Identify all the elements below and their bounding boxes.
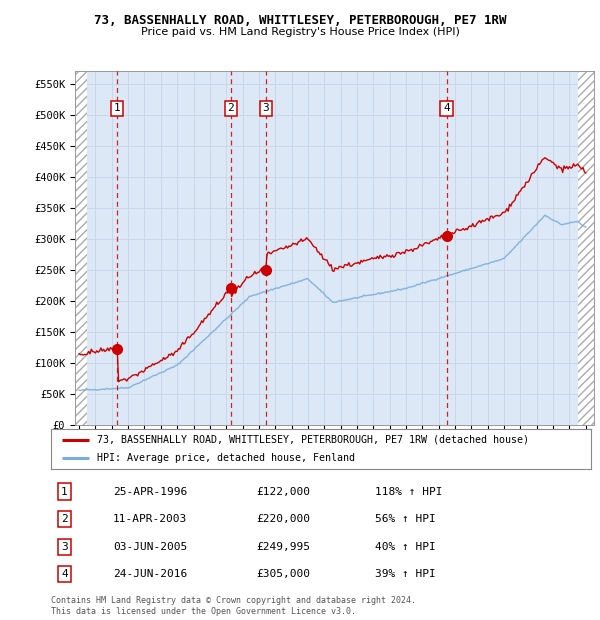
Text: 2: 2 [227,104,234,113]
Text: £249,995: £249,995 [256,542,310,552]
Text: £305,000: £305,000 [256,569,310,579]
Text: 24-JUN-2016: 24-JUN-2016 [113,569,187,579]
Text: 73, BASSENHALLY ROAD, WHITTLESEY, PETERBOROUGH, PE7 1RW: 73, BASSENHALLY ROAD, WHITTLESEY, PETERB… [94,14,506,27]
Text: 1: 1 [113,104,120,113]
Bar [75,71,87,425]
Text: 3: 3 [262,104,269,113]
Text: 118% ↑ HPI: 118% ↑ HPI [375,487,443,497]
Text: 2: 2 [61,514,68,524]
Text: 11-APR-2003: 11-APR-2003 [113,514,187,524]
Text: 4: 4 [443,104,450,113]
Text: Contains HM Land Registry data © Crown copyright and database right 2024.
This d: Contains HM Land Registry data © Crown c… [51,596,416,616]
Text: 73, BASSENHALLY ROAD, WHITTLESEY, PETERBOROUGH, PE7 1RW (detached house): 73, BASSENHALLY ROAD, WHITTLESEY, PETERB… [97,435,529,445]
Text: 3: 3 [61,542,68,552]
Text: £122,000: £122,000 [256,487,310,497]
Text: 1: 1 [61,487,68,497]
Text: 03-JUN-2005: 03-JUN-2005 [113,542,187,552]
Text: 56% ↑ HPI: 56% ↑ HPI [375,514,436,524]
Text: 40% ↑ HPI: 40% ↑ HPI [375,542,436,552]
Text: 39% ↑ HPI: 39% ↑ HPI [375,569,436,579]
Text: HPI: Average price, detached house, Fenland: HPI: Average price, detached house, Fenl… [97,453,355,464]
Text: Price paid vs. HM Land Registry's House Price Index (HPI): Price paid vs. HM Land Registry's House … [140,27,460,37]
Text: 4: 4 [61,569,68,579]
Bar [578,71,594,425]
Text: £220,000: £220,000 [256,514,310,524]
Text: 25-APR-1996: 25-APR-1996 [113,487,187,497]
